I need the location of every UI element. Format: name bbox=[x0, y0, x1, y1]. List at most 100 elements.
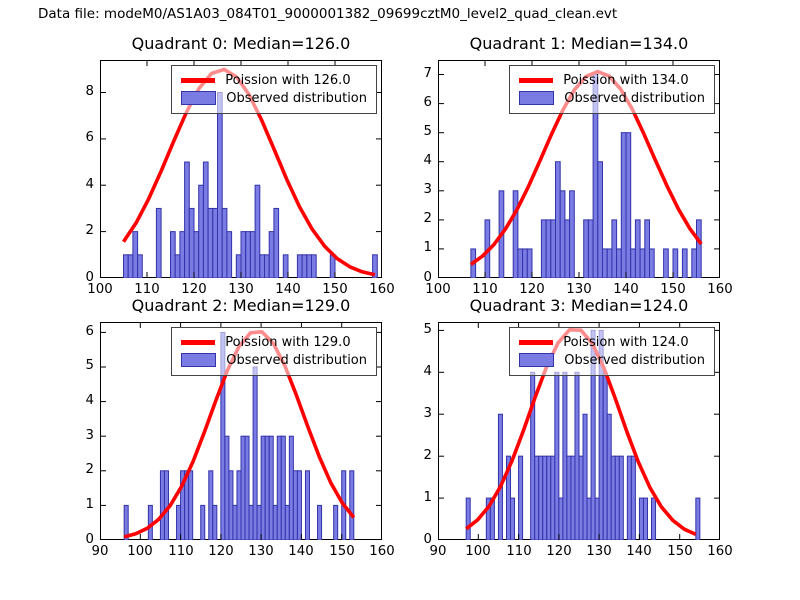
histogram-bar bbox=[163, 470, 169, 540]
x-tick-label: 110 bbox=[168, 544, 194, 559]
poisson-line-swatch bbox=[519, 78, 554, 83]
y-tick-label: 2 bbox=[423, 211, 432, 226]
x-tick-label: 120 bbox=[519, 282, 545, 297]
histogram-bar bbox=[272, 504, 278, 540]
histogram-bar bbox=[292, 470, 298, 540]
histogram-bar bbox=[606, 413, 612, 540]
histogram-bar bbox=[202, 161, 209, 278]
histogram-bar bbox=[260, 435, 266, 540]
x-tick-label: 160 bbox=[707, 544, 733, 559]
y-tick-label: 2 bbox=[423, 448, 432, 463]
histogram-bar bbox=[245, 231, 251, 278]
histogram-bar bbox=[545, 219, 552, 278]
quadrant-2-plot: Quadrant 2: Median=129.0 Poission with 1… bbox=[86, 296, 395, 559]
subplot-title: Quadrant 2: Median=129.0 bbox=[131, 296, 351, 315]
subplot-title: Quadrant 3: Median=124.0 bbox=[469, 296, 689, 315]
legend-entry-observed: Observed distribution bbox=[181, 91, 367, 105]
histogram-bar bbox=[212, 207, 219, 278]
y-tick-label: 3 bbox=[423, 406, 432, 421]
histogram-bar bbox=[280, 435, 286, 540]
legend-box: Poission with 134.0 Observed distributio… bbox=[509, 65, 715, 114]
x-tick-label: 130 bbox=[248, 544, 274, 559]
histogram-bar bbox=[638, 497, 644, 540]
x-tick-label: 150 bbox=[667, 544, 693, 559]
histogram-bar bbox=[306, 254, 313, 278]
histogram-bar bbox=[268, 435, 274, 540]
y-tick-label: 0 bbox=[85, 270, 94, 285]
histogram-bar bbox=[626, 455, 632, 540]
legend-label: Observed distribution bbox=[226, 90, 367, 106]
histogram-bar bbox=[232, 504, 238, 540]
legend-box: Poission with 129.0 Observed distributio… bbox=[171, 327, 377, 376]
histogram-bar bbox=[538, 455, 544, 540]
y-tick-label: 0 bbox=[423, 270, 432, 285]
y-tick-label: 2 bbox=[85, 462, 94, 477]
legend-label: Poission with 124.0 bbox=[563, 335, 689, 350]
y-tick-label: 6 bbox=[423, 95, 432, 110]
histogram-bar bbox=[249, 231, 256, 278]
histogram-canvas bbox=[438, 322, 720, 540]
x-tick-label: 100 bbox=[425, 282, 451, 297]
histogram-bar bbox=[268, 231, 275, 278]
histogram-bar bbox=[569, 190, 575, 278]
quadrant-0-plot: Quadrant 0: Median=126.0 Poission with 1… bbox=[86, 34, 395, 297]
histogram-bar bbox=[282, 254, 289, 278]
histogram-bar bbox=[188, 470, 194, 540]
histogram-bar bbox=[317, 504, 323, 540]
histogram-bar bbox=[256, 504, 262, 540]
histogram-bar bbox=[582, 413, 588, 540]
histogram-bar bbox=[329, 254, 336, 278]
histogram-bar bbox=[254, 184, 261, 278]
x-tick-label: 120 bbox=[546, 544, 572, 559]
histogram-bar bbox=[639, 248, 646, 278]
y-tick-label: 4 bbox=[423, 153, 432, 168]
figure-title: Data file: modeM0/AS1A03_084T01_90000013… bbox=[38, 6, 618, 22]
histogram-bar bbox=[651, 497, 657, 540]
histogram-bar bbox=[691, 248, 698, 278]
histogram-canvas bbox=[100, 60, 382, 278]
histogram-bar bbox=[540, 219, 547, 278]
y-tick-label: 7 bbox=[423, 66, 432, 81]
histogram-bar bbox=[614, 455, 620, 540]
histogram-bar bbox=[226, 231, 233, 278]
histogram-bar bbox=[566, 455, 572, 540]
histogram-bar bbox=[170, 231, 176, 278]
x-tick-label: 140 bbox=[626, 544, 652, 559]
histogram-bar bbox=[586, 497, 592, 540]
subplot-title: Quadrant 0: Median=126.0 bbox=[131, 34, 351, 53]
legend-label: Observed distribution bbox=[564, 352, 705, 368]
histogram-bar bbox=[228, 470, 234, 540]
histogram-bar bbox=[284, 504, 290, 540]
histogram-bar bbox=[606, 248, 613, 278]
legend-label: Poission with 129.0 bbox=[225, 335, 351, 350]
histogram-bar bbox=[587, 219, 594, 278]
histogram-bar bbox=[562, 371, 568, 540]
histogram-bar bbox=[550, 455, 556, 540]
histogram-bar bbox=[304, 470, 310, 540]
legend-entry-observed: Observed distribution bbox=[519, 91, 705, 105]
histogram-bar bbox=[174, 254, 181, 278]
histogram-bar bbox=[558, 497, 564, 540]
histogram-bar bbox=[179, 231, 186, 278]
legend-entry-poisson: Poission with 134.0 bbox=[519, 74, 705, 87]
histogram-bar bbox=[602, 371, 608, 540]
x-tick-label: 130 bbox=[566, 282, 592, 297]
histogram-bar bbox=[642, 497, 648, 540]
histogram-bar bbox=[240, 231, 247, 278]
histogram-bar bbox=[610, 455, 616, 540]
histogram-bar bbox=[550, 219, 557, 278]
histogram-bar bbox=[273, 207, 280, 278]
legend-entry-observed: Observed distribution bbox=[181, 353, 367, 367]
histogram-bar bbox=[620, 132, 627, 278]
histogram-bar bbox=[497, 413, 503, 540]
y-tick-label: 1 bbox=[85, 497, 94, 512]
histogram-bar bbox=[159, 470, 165, 540]
subplot-title: Quadrant 1: Median=134.0 bbox=[469, 34, 689, 53]
histogram-bar bbox=[602, 248, 608, 278]
histogram-canvas bbox=[438, 60, 720, 278]
histogram-bar bbox=[217, 91, 223, 278]
histogram-bar bbox=[611, 219, 618, 278]
poisson-line-swatch bbox=[519, 340, 554, 345]
x-tick-label: 160 bbox=[707, 282, 733, 297]
histogram-bar bbox=[200, 504, 206, 540]
